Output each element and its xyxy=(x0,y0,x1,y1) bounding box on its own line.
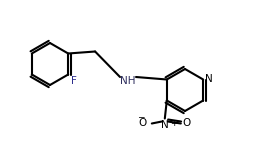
Text: O: O xyxy=(139,119,147,128)
Text: O: O xyxy=(183,119,191,128)
Text: −: − xyxy=(137,112,145,121)
Text: NH: NH xyxy=(120,76,136,86)
Text: +: + xyxy=(170,119,177,128)
Text: F: F xyxy=(71,76,77,86)
Text: N: N xyxy=(205,74,213,83)
Text: N: N xyxy=(161,119,169,130)
